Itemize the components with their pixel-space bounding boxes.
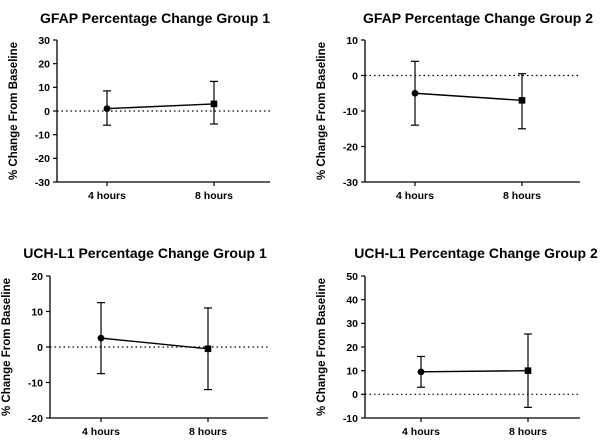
y-tick-label: 0 bbox=[352, 70, 358, 82]
y-axis-label: % Change From Baseline bbox=[1, 278, 13, 416]
y-tick-label: 10 bbox=[346, 365, 358, 377]
y-tick-label: 10 bbox=[38, 82, 50, 94]
y-tick-label: 0 bbox=[44, 106, 50, 118]
y-axis-label: % Change From Baseline bbox=[8, 42, 20, 180]
data-point-square bbox=[210, 100, 218, 108]
y-tick-label: 30 bbox=[38, 35, 50, 47]
chart-title: GFAP Percentage Change Group 1 bbox=[40, 10, 270, 26]
y-tick-label: -10 bbox=[35, 129, 50, 141]
y-tick-label: 50 bbox=[346, 271, 358, 283]
x-tick-label: 4 hours bbox=[402, 426, 440, 438]
x-tick-label: 8 hours bbox=[195, 190, 233, 202]
x-tick-label: 8 hours bbox=[189, 426, 227, 438]
y-tick-label: 40 bbox=[346, 294, 358, 306]
chart-panel-4: UCH-L1 Percentage Change Group 2 % Change… bbox=[316, 245, 598, 438]
y-tick-label: -30 bbox=[35, 177, 50, 189]
y-tick-label: 0 bbox=[352, 389, 358, 401]
y-tick-label: -10 bbox=[343, 106, 358, 118]
data-point-circle bbox=[97, 334, 105, 342]
data-point-square bbox=[518, 97, 526, 104]
x-tick-label: 8 hours bbox=[503, 190, 541, 202]
chart-title: UCH-L1 Percentage Change Group 2 bbox=[354, 245, 598, 261]
y-tick-label: -30 bbox=[343, 177, 358, 189]
series-line bbox=[106, 103, 215, 110]
y-tick-label: 10 bbox=[346, 35, 358, 47]
data-point-square bbox=[204, 345, 212, 353]
chart-panel-1: GFAP Percentage Change Group 1 % Change F… bbox=[8, 10, 270, 202]
data-point-square bbox=[524, 367, 532, 374]
chart-title: GFAP Percentage Change Group 2 bbox=[363, 10, 593, 26]
y-tick-label: 20 bbox=[346, 342, 358, 354]
y-axis-label: % Change From Baseline bbox=[316, 278, 328, 416]
data-point-circle bbox=[417, 368, 425, 376]
y-tick-label: -20 bbox=[28, 413, 43, 425]
series-line bbox=[100, 337, 209, 350]
y-tick-label: 10 bbox=[31, 306, 43, 318]
y-tick-label: -10 bbox=[343, 413, 358, 425]
x-tick-label: 4 hours bbox=[396, 190, 434, 202]
y-tick-label: 30 bbox=[346, 318, 358, 330]
x-tick-label: 4 hours bbox=[88, 190, 126, 202]
y-tick-label: -20 bbox=[343, 141, 358, 153]
chart-title: UCH-L1 Percentage Change Group 1 bbox=[23, 245, 267, 261]
x-tick-label: 4 hours bbox=[82, 426, 120, 438]
y-axis-label: % Change From Baseline bbox=[316, 42, 328, 180]
x-tick-label: 8 hours bbox=[509, 426, 547, 438]
data-point-circle bbox=[411, 89, 419, 97]
y-tick-label: 0 bbox=[37, 342, 43, 354]
data-point-circle bbox=[103, 105, 111, 113]
chart-panel-3: UCH-L1 Percentage Change Group 1 % Change… bbox=[1, 245, 268, 438]
series-line bbox=[414, 92, 523, 102]
y-tick-label: -10 bbox=[28, 377, 43, 389]
chart-panel-2: GFAP Percentage Change Group 2 % Change F… bbox=[316, 10, 593, 202]
y-tick-label: 20 bbox=[38, 58, 50, 70]
y-tick-label: 20 bbox=[31, 271, 43, 283]
series-line bbox=[420, 369, 529, 373]
y-tick-label: -20 bbox=[35, 153, 50, 165]
